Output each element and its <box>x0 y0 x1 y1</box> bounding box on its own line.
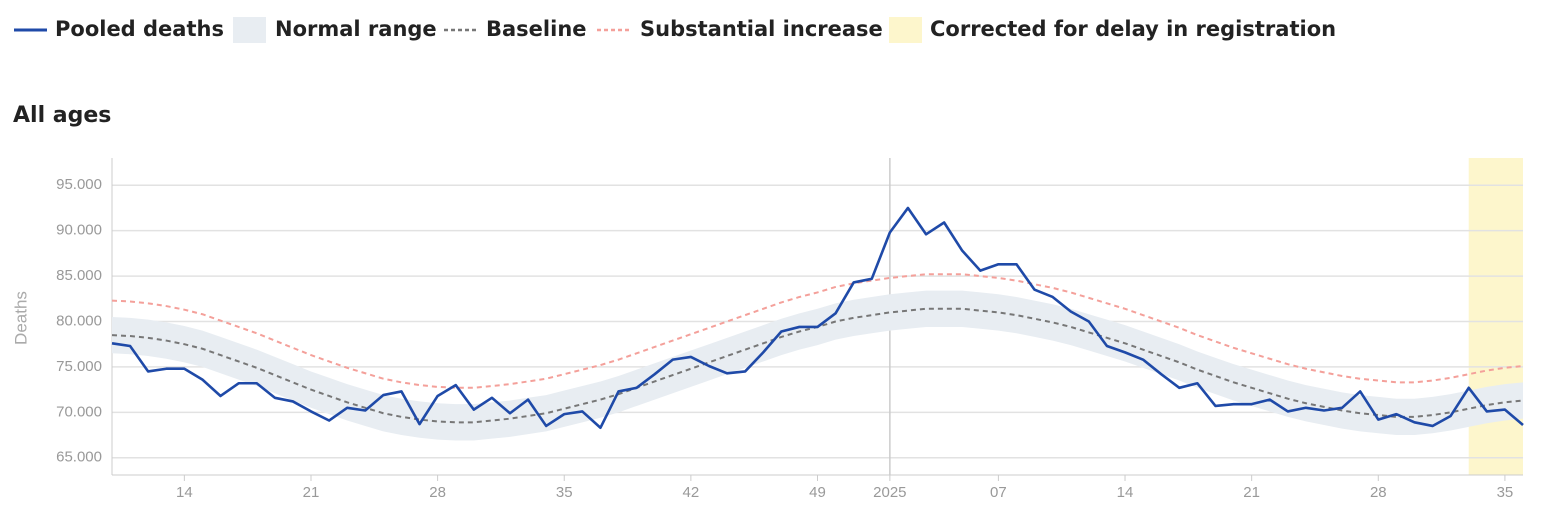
y-tick-label: 65.000 <box>56 449 102 466</box>
y-tick-label: 90.000 <box>56 222 102 239</box>
x-tick-label: 28 <box>429 484 446 501</box>
legend-swatch <box>889 17 922 43</box>
legend-label: Corrected for delay in registration <box>930 17 1336 41</box>
x-tick-label: 35 <box>556 484 573 501</box>
x-tick-label: 14 <box>176 484 193 501</box>
x-tick-label: 42 <box>683 484 700 501</box>
x-tick-label: 2025 <box>873 484 906 501</box>
delay-band <box>1468 158 1523 475</box>
y-tick-label: 95.000 <box>56 176 102 193</box>
x-tick-label: 14 <box>1117 484 1134 501</box>
y-axis-label: Deaths <box>11 291 30 345</box>
x-tick-label: 21 <box>303 484 320 501</box>
x-tick-label: 28 <box>1370 484 1387 501</box>
y-tick-label: 85.000 <box>56 267 102 284</box>
x-tick-label: 21 <box>1243 484 1260 501</box>
series-line <box>111 206 1524 430</box>
y-tick-label: 70.000 <box>56 403 102 420</box>
x-tick-label: 49 <box>809 484 826 501</box>
x-tick-label: 35 <box>1497 484 1514 501</box>
legend-label: Substantial increase <box>640 17 883 41</box>
y-tick-label: 80.000 <box>56 312 102 329</box>
normal-range <box>112 290 1523 441</box>
legend-label: Baseline <box>486 17 587 41</box>
x-tick-label: 07 <box>990 484 1007 501</box>
legend-label: Normal range <box>275 17 437 41</box>
legend-swatch <box>233 17 266 43</box>
series-line <box>111 273 1524 389</box>
y-tick-label: 75.000 <box>56 358 102 375</box>
legend-label: Pooled deaths <box>55 17 224 41</box>
chart-title: All ages <box>13 103 111 128</box>
